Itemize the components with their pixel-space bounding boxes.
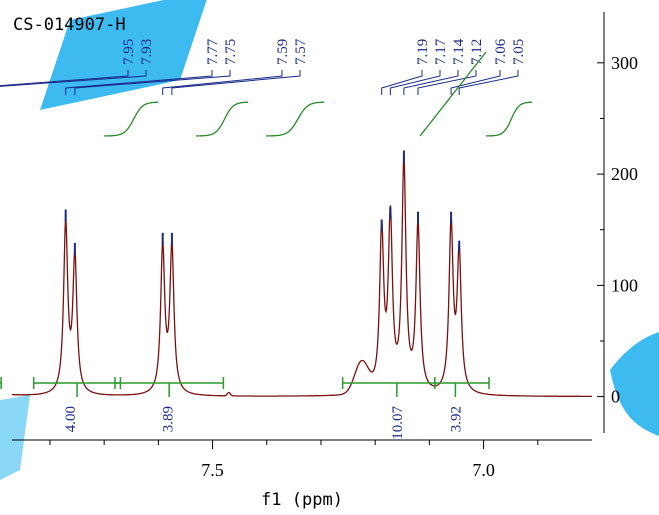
integral-value: 4.00 (63, 406, 79, 432)
integral-curve (195, 101, 248, 137)
peak-label: 7.17 (433, 38, 449, 65)
y-tick-label: 0 (611, 387, 620, 407)
peak-label: 7.06 (493, 38, 509, 65)
watermark-logo-mark (40, 0, 207, 110)
x-axis-label: f1 (ppm) (261, 490, 343, 510)
peak-label: 7.57 (293, 38, 309, 65)
peak-label: 7.77 (205, 38, 221, 65)
peak-markers-group (64, 150, 461, 255)
peak-labels-group: 7.95 7.93 7.77 7.75 7.59 7.57 7.19 7.17 7.14 7.12… (121, 38, 527, 65)
peak-label: 7.05 (511, 39, 527, 65)
peak-leader-line (403, 70, 459, 95)
peak-leader-line (417, 70, 477, 95)
x-tick-label: 7.5 (201, 460, 224, 480)
y-ticks-group: 0 100 200 300 (597, 53, 638, 407)
spectrum-series-line (12, 155, 592, 398)
integral-value: 10.07 (390, 406, 406, 440)
watermark-logo-tail (0, 395, 30, 480)
chart-title: CS-014907-H (13, 15, 126, 35)
integral-value: 3.89 (161, 406, 177, 432)
integral-curve (103, 101, 158, 137)
peak-leader-line (0, 70, 129, 87)
y-tick-label: 300 (611, 53, 638, 73)
peak-label: 7.12 (469, 39, 485, 65)
peak-leader-line (450, 70, 501, 95)
peak-leader-line (65, 70, 213, 95)
peak-leader-line (458, 70, 519, 95)
peak-label: 7.59 (275, 39, 291, 65)
x-ticks-group: 8.07.57.0 (201, 440, 495, 480)
peak-label: 7.95 (121, 39, 137, 65)
peak-label: 7.75 (223, 39, 239, 65)
integral-curve (485, 101, 532, 137)
peak-label: 7.93 (139, 39, 155, 65)
peak-label: 7.19 (415, 39, 431, 65)
integral-curve (419, 51, 487, 137)
y-tick-label: 200 (611, 164, 638, 184)
peak-leader-line (0, 70, 147, 87)
integral-value: 3.92 (448, 406, 464, 432)
peak-leader-line (389, 70, 441, 95)
integral-curves-group (103, 51, 532, 137)
watermark-logo (0, 0, 659, 480)
integral-curve (265, 101, 324, 137)
y-tick-label: 100 (611, 275, 638, 295)
peak-leader-line (381, 70, 423, 95)
watermark-logo-swoosh (610, 332, 659, 437)
x-tick-label: 7.0 (472, 460, 495, 480)
peak-leader-line (162, 70, 283, 95)
peak-leader-line (171, 70, 301, 95)
x-minor-ticks-group (49, 440, 539, 445)
peak-leader-line (74, 70, 231, 95)
integral-bars-group (0, 377, 490, 397)
peak-leader-lines-group (0, 70, 519, 95)
axes-group (12, 12, 605, 441)
peak-label: 7.14 (451, 38, 467, 65)
